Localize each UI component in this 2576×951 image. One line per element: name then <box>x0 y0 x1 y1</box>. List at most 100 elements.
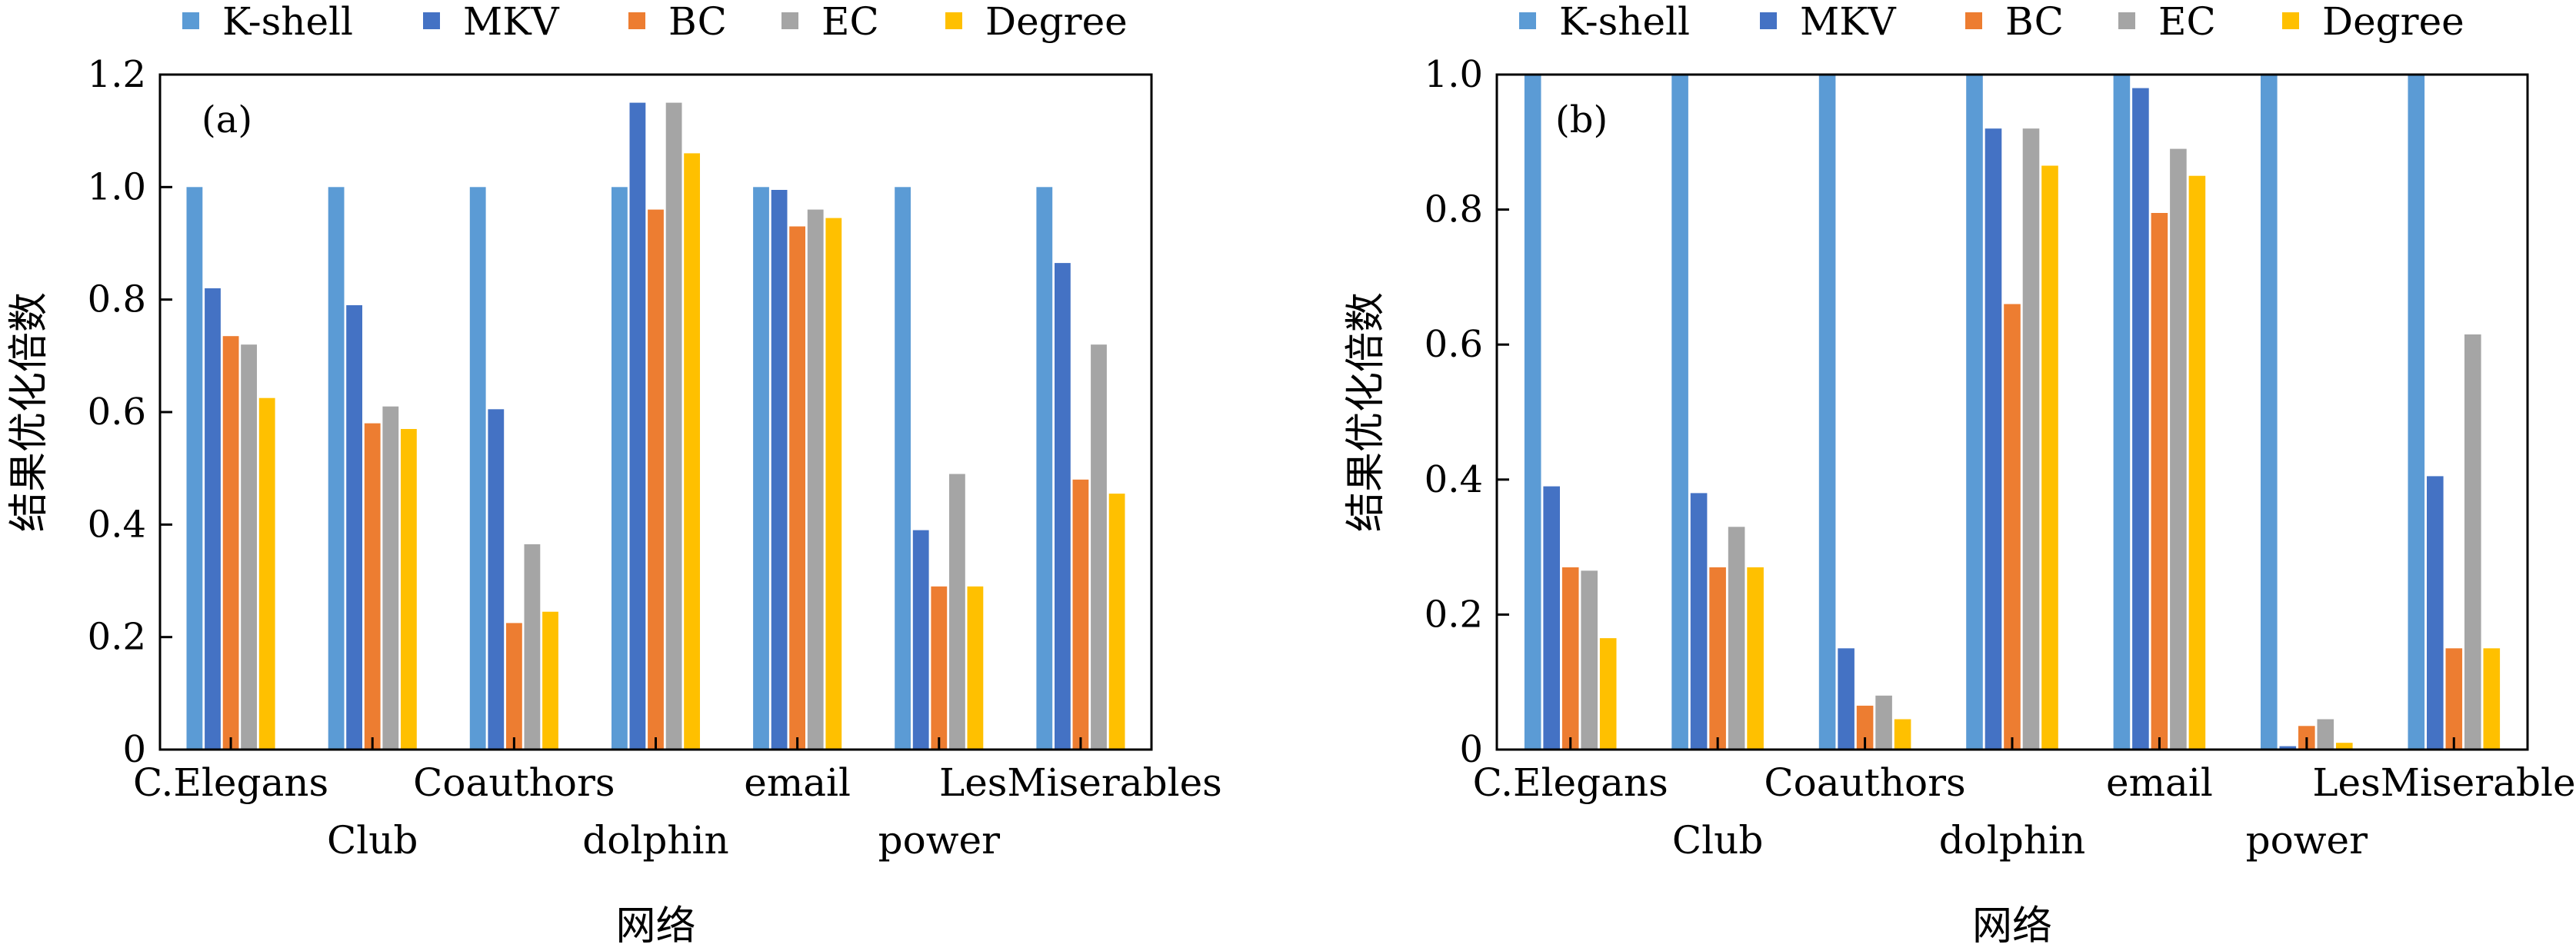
panel-label: (a) <box>202 98 252 141</box>
y-tick-label: 0.8 <box>1425 188 1483 231</box>
legend: K-shell MKV BC EC Degree <box>182 0 1128 44</box>
y-tick-label: 1.0 <box>88 165 146 208</box>
legend-swatch-bc <box>628 12 645 29</box>
legend-swatch-k-shell <box>1519 12 1536 29</box>
x-category-label: Club <box>1672 818 1763 863</box>
bar-degree-coauthors <box>542 611 558 750</box>
bar-mkv-power <box>2279 746 2297 750</box>
bar-mkv-email <box>771 190 788 750</box>
x-category-label: LesMiserables <box>2312 760 2576 805</box>
y-tick-label: 0 <box>122 728 146 771</box>
bar-mkv-coauthors <box>488 409 505 750</box>
legend-label: MKV <box>463 0 560 44</box>
bar-bc-coauthors <box>1856 705 1874 750</box>
y-tick-label: 0.6 <box>88 391 146 434</box>
x-category-label: C.Elegans <box>1473 760 1668 805</box>
bar-mkv-dolphin <box>629 102 646 750</box>
bar-mkv-lesmiserables <box>1055 263 1071 750</box>
bar-bc-lesmiserables <box>2445 648 2463 750</box>
bar-bc-c.elegans <box>1561 567 1579 750</box>
bar-bc-club <box>1709 567 1726 750</box>
x-category-label: Coauthors <box>1764 760 1965 805</box>
bar-k-shell-dolphin <box>612 187 628 750</box>
bar-ec-club <box>1728 527 1745 750</box>
legend-label: BC <box>2005 0 2064 44</box>
bar-k-shell-c.elegans <box>186 187 203 750</box>
bar-bc-power <box>931 586 948 750</box>
bar-degree-power <box>2336 743 2353 750</box>
bar-degree-c.elegans <box>1599 638 1617 750</box>
bar-mkv-club <box>1690 493 1708 750</box>
y-tick-label: 1.2 <box>88 53 146 96</box>
legend-swatch-k-shell <box>182 12 199 29</box>
x-category-label: C.Elegans <box>133 760 328 805</box>
bar-degree-c.elegans <box>258 397 275 750</box>
bar-ec-c.elegans <box>241 344 257 750</box>
x-category-label: email <box>2106 760 2213 805</box>
bar-k-shell-lesmiserables <box>2408 75 2425 750</box>
legend-label: EC <box>2158 0 2216 44</box>
x-category-label: Club <box>327 818 418 863</box>
bar-k-shell-coauthors <box>1818 75 1836 750</box>
bar-degree-dolphin <box>684 153 700 750</box>
bar-k-shell-lesmiserables <box>1036 187 1053 750</box>
legend-label: Degree <box>2322 0 2464 44</box>
legend-label: K-shell <box>1559 0 1690 44</box>
panel-label: (b) <box>1555 98 1608 141</box>
y-tick-label: 0 <box>1459 728 1483 771</box>
y-tick-label: 1.0 <box>1425 53 1483 96</box>
bar-ec-dolphin <box>2022 128 2040 750</box>
bar-k-shell-c.elegans <box>1524 75 1541 750</box>
bar-ec-club <box>382 406 399 750</box>
bar-degree-coauthors <box>1894 719 1911 750</box>
legend-label: BC <box>668 0 727 44</box>
bar-degree-dolphin <box>2041 165 2058 750</box>
x-category-label: dolphin <box>582 818 729 863</box>
bar-mkv-email <box>2132 88 2149 750</box>
x-category-label: power <box>2246 818 2368 863</box>
bar-degree-lesmiserables <box>1108 494 1125 750</box>
bar-degree-power <box>967 586 984 750</box>
bar-k-shell-club <box>328 187 345 750</box>
x-category-label: Coauthors <box>413 760 615 805</box>
legend-label: EC <box>821 0 879 44</box>
bar-ec-coauthors <box>524 544 541 750</box>
bar-bc-email <box>789 226 805 750</box>
bar-bc-coauthors <box>506 623 522 750</box>
legend-swatch-degree <box>2282 12 2299 29</box>
bar-ec-power <box>949 474 965 750</box>
bar-bc-dolphin <box>2004 304 2021 750</box>
legend-label: K-shell <box>222 0 353 44</box>
bar-degree-club <box>1747 567 1764 750</box>
bar-k-shell-power <box>895 187 911 750</box>
bar-bc-lesmiserables <box>1072 479 1089 750</box>
bar-ec-power <box>2317 719 2334 750</box>
bar-ec-lesmiserables <box>2464 334 2481 750</box>
bar-bc-dolphin <box>648 209 664 750</box>
legend-swatch-ec <box>781 12 798 29</box>
bar-degree-lesmiserables <box>2483 648 2501 750</box>
x-category-label: dolphin <box>1939 818 2086 863</box>
x-axis-label: 网络 <box>615 903 695 949</box>
bar-k-shell-power <box>2261 75 2278 750</box>
chart-panel-a: 0 0.2 0.4 0.6 0.8 1.0 1.2 C.Elegans Club Coauthor… <box>6 0 1222 949</box>
y-tick-label: 0.6 <box>1425 323 1483 366</box>
bar-k-shell-email <box>2113 75 2131 750</box>
legend-swatch-ec <box>2118 12 2135 29</box>
bar-ec-lesmiserables <box>1091 344 1107 750</box>
x-category-label: email <box>744 760 851 805</box>
y-tick-label: 0.4 <box>1425 458 1483 501</box>
legend-label: MKV <box>1800 0 1897 44</box>
bar-ec-email <box>807 209 824 750</box>
x-category-label: power <box>878 818 1000 863</box>
y-tick-label: 0.8 <box>88 278 146 321</box>
x-axis-label: 网络 <box>1972 903 2052 949</box>
x-category-label: LesMiserables <box>939 760 1222 805</box>
bar-degree-club <box>401 429 417 750</box>
bar-k-shell-club <box>1671 75 1688 750</box>
bar-bc-email <box>2151 213 2168 750</box>
y-tick-label: 0.2 <box>88 616 146 659</box>
bar-mkv-club <box>346 305 362 750</box>
